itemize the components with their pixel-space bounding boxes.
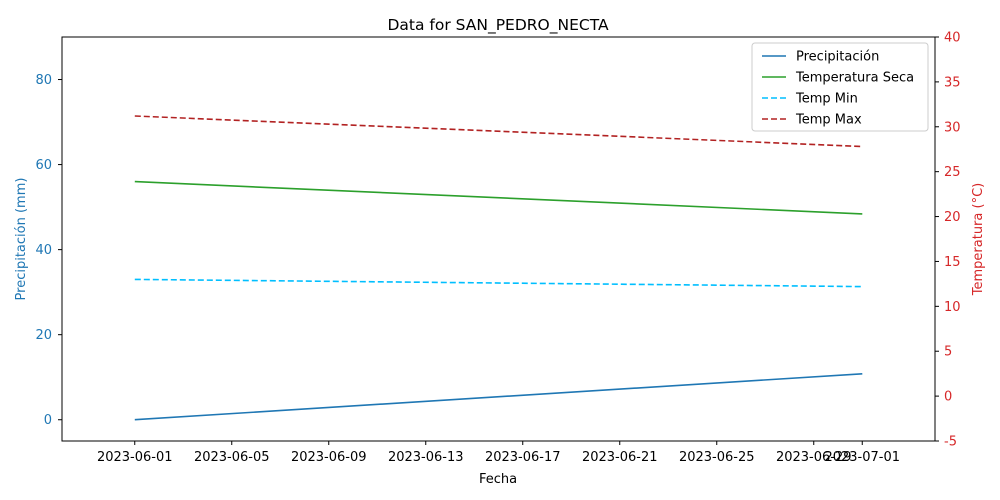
y-right-tick-label: 0 xyxy=(944,390,952,405)
y-left-axis-label: Precipitación (mm) xyxy=(14,178,29,301)
y-left-tick-label: 0 xyxy=(44,413,52,428)
legend-box xyxy=(751,42,929,132)
legend-label: Temp Min xyxy=(795,92,858,107)
chart-title: Data for SAN_PEDRO_NECTA xyxy=(387,16,609,35)
series-layer xyxy=(134,115,863,421)
x-axis: 2023-06-01 2023-06-05 2023-06-09 2023-06-13… xyxy=(97,441,900,465)
x-tick-label: 2023-06-13 xyxy=(388,450,464,465)
y-right-tick-label: 15 xyxy=(944,255,961,270)
y-right-tick-label: 35 xyxy=(944,75,961,90)
y-right-tick-label: 5 xyxy=(944,345,952,360)
y-left-axis: 0 20 40 60 80 xyxy=(35,73,62,428)
y-right-tick-label: 25 xyxy=(944,165,961,180)
y-right-axis-label: Temperatura (°C) xyxy=(971,183,986,296)
y-right-tick-label: 10 xyxy=(944,300,961,315)
x-tick-label: 2023-06-25 xyxy=(679,450,755,465)
series-line-precipitacion xyxy=(134,373,863,421)
y-right-tick-label: -5 xyxy=(944,435,957,450)
series-line-temp-max xyxy=(134,115,863,148)
y-right-axis: -5 0 5 10 15 20 25 30 35 40 xyxy=(935,31,961,450)
y-left-tick-label: 80 xyxy=(35,73,52,88)
y-left-tick-label: 60 xyxy=(35,158,52,173)
x-tick-label: 2023-06-29 xyxy=(776,450,852,465)
x-tick-label: 2023-07-01 xyxy=(824,450,900,465)
series-line-temp-min xyxy=(134,278,863,288)
y-right-tick-label: 20 xyxy=(944,210,961,225)
x-tick-label: 2023-06-21 xyxy=(582,450,658,465)
plot-frame xyxy=(61,36,936,442)
legend: Precipitación Temperatura Seca Temp Min Tem… xyxy=(751,42,929,132)
x-tick-label: 2023-06-17 xyxy=(485,450,561,465)
y-right-tick-label: 30 xyxy=(944,120,961,135)
x-axis-label: Fecha xyxy=(479,472,517,487)
y-left-tick-label: 20 xyxy=(35,328,52,343)
x-tick-label: 2023-06-09 xyxy=(291,450,367,465)
x-tick-label: 2023-06-01 xyxy=(97,450,173,465)
legend-label: Temp Max xyxy=(795,113,862,128)
x-tick-label: 2023-06-05 xyxy=(194,450,270,465)
legend-label: Precipitación xyxy=(796,50,879,65)
legend-label: Temperatura Seca xyxy=(795,71,914,86)
y-left-tick-label: 40 xyxy=(35,243,52,258)
series-line-temperatura-seca xyxy=(134,180,863,215)
y-right-tick-label: 40 xyxy=(944,31,961,46)
